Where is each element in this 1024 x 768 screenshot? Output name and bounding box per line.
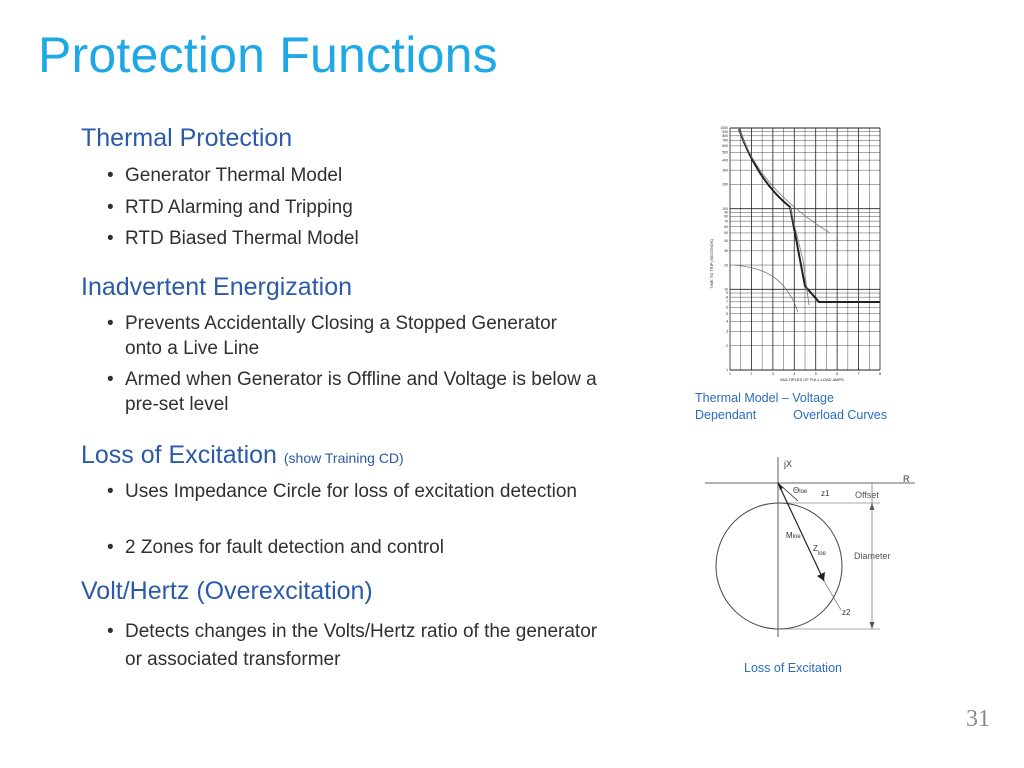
y-tick-label: 60 [724,225,728,229]
y-tick-label: 50 [724,231,728,235]
thermal-figure-caption: Thermal Model – Voltage Dependant Overloa… [695,391,887,422]
chart-grid [729,127,881,371]
y-tick-label: 90 [724,211,728,215]
bullet-dot: • [107,197,114,218]
jx-axis-label: jX [783,459,792,469]
section-heading-inadvertent-energization: Inadvertent Energization [81,273,353,301]
thermal-secondary-curve [789,206,810,306]
bullet-item: • Detects changes in the Volts/Hertz rati… [107,618,605,674]
y-tick-label: 4 [726,320,728,324]
bullet-item: • RTD Biased Thermal Model [107,228,359,249]
r-axis-label: R [903,474,910,484]
slide-number: 31 [966,706,990,732]
y-tick-label: 30 [724,249,728,253]
y-tick-label: 700 [722,139,728,143]
y-tick-label: 2 [726,344,728,348]
y-tick-label: 80 [724,215,728,219]
loss-of-excitation-diagram: jX R Θloe z1 Offset Mloe Zloe Diameter z… [705,457,915,637]
bullet-item: • Prevents Accidentally Closing a Stopped… [107,313,557,359]
mloe-label: Mloe [786,531,801,540]
y-tick-label: 200 [722,183,728,187]
diameter-label: Diameter [854,551,891,561]
y-tick-label: 1000 [720,126,728,130]
bullet-dot: • [107,228,114,249]
y-tick-label: 40 [724,239,728,243]
thermal-asymptote-curve [738,128,831,234]
mloe-line [777,482,825,582]
loss-of-excitation-caption: Loss of Excitation [744,661,842,675]
x-tick-label: 7 [858,372,860,376]
z1-label: z1 [821,489,830,498]
y-tick-label: 300 [722,168,728,172]
y-tick-label: 100 [722,207,728,211]
y-axis-label: TIME TO TRIP (SECONDS) [709,238,714,288]
y-tick-label: 8 [726,295,728,299]
x-tick-label: 4 [793,372,795,376]
slide-title: Protection Functions [38,27,498,83]
bullet-item: • Generator Thermal Model [107,165,343,186]
y-tick-label: 20 [724,263,728,267]
bullet-item: • Armed when Generator is Offline and Vol… [107,369,597,415]
bullet-dot: • [107,313,114,334]
y-tick-label: 900 [722,130,728,134]
bullet-dot: • [107,165,114,186]
x-tick-labels: 1 2 3 4 5 6 7 8 [729,372,881,376]
x-tick-label: 5 [815,372,817,376]
section-heading-loss-of-excitation: Loss of Excitation (show Training CD) [81,441,404,469]
zloe-line [777,482,799,502]
thermal-low-curve [733,264,799,313]
y-tick-label: 1 [726,368,728,372]
bullet-dot: • [107,369,114,390]
z2-label: z2 [842,608,851,617]
x-tick-label: 3 [772,372,774,376]
y-tick-label: 500 [722,150,728,154]
y-tick-label: 600 [722,144,728,148]
z1-arrow-head [778,483,783,490]
x-axis-label: MULTIPLES OF FULL LOAD AMPS [780,377,844,382]
y-tick-label: 70 [724,219,728,223]
training-cd-note: (show Training CD) [283,450,404,466]
y-tick-label: 3 [726,330,728,334]
x-tick-label: 1 [729,372,731,376]
y-tick-label: 10 [724,288,728,292]
y-tick-label: 800 [722,134,728,138]
diameter-arrow-bottom [869,622,875,629]
x-tick-label: 2 [750,372,752,376]
diameter-arrow-top [869,503,875,510]
bullet-dot: • [107,481,114,502]
impedance-circle [715,502,843,630]
section-heading-thermal: Thermal Protection [81,124,293,152]
theta-label: Θloe [793,486,808,495]
bullet-dot: • [107,537,114,558]
y-tick-label: 5 [726,312,728,316]
z2-line [823,580,842,611]
x-tick-label: 6 [836,372,838,376]
section-heading-volt-hertz: Volt/Hertz (Overexcitation) [81,577,373,605]
y-tick-label: 6 [726,305,728,309]
y-tick-label: 400 [722,158,728,162]
bullet-item: • 2 Zones for fault detection and control [107,537,444,558]
offset-label: Offset [855,490,879,500]
y-tick-label: 7 [726,300,728,304]
bullet-item: • Uses Impedance Circle for loss of excit… [107,481,577,502]
x-tick-label: 8 [879,372,881,376]
bullet-dot: • [107,621,114,642]
mloe-arrow-head [817,572,825,581]
y-tick-label: 9 [726,291,728,295]
bullet-item: • RTD Alarming and Tripping [107,197,353,218]
zloe-label: Zloe [813,544,827,557]
